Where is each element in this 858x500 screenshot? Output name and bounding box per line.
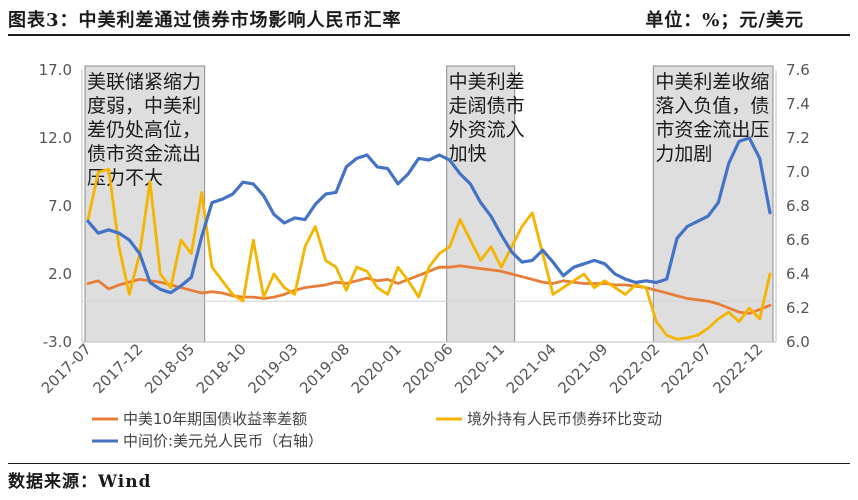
period-2-note-line: 外资流入	[449, 119, 525, 141]
series-lines	[86, 136, 772, 341]
x-tick: 2017-12	[89, 340, 146, 397]
right-y-tick: 7.0	[786, 163, 810, 181]
x-tick: 2021-04	[503, 340, 560, 397]
right-y-tick: 6.0	[786, 333, 810, 351]
figure-title: 图表3：中美利差通过债券市场影响人民币汇率	[8, 10, 402, 31]
x-tick: 2019-08	[296, 340, 353, 397]
shaded-period-1	[84, 65, 206, 343]
right-y-tick: 6.8	[786, 197, 810, 215]
unit-label: 单位：%；元/美元	[645, 10, 804, 31]
x-tick: 2018-10	[193, 340, 250, 397]
footer-rule	[8, 463, 850, 464]
legend-label-2: 境外持有人民币债券环比变动	[467, 410, 662, 428]
series-line-3	[86, 136, 772, 295]
period-1-note-line: 差仍处高位，	[87, 119, 201, 141]
x-tick: 2018-05	[141, 340, 198, 397]
right-y-tick: 7.2	[786, 129, 810, 147]
left-y-tick: 2.0	[48, 265, 72, 283]
x-tick-labels: 2017-072017-122018-052018-102019-032019-…	[38, 340, 767, 397]
right-y-tick: 6.2	[786, 299, 810, 317]
left-y-tick: 17.0	[39, 61, 72, 79]
left-y-tick: -3.0	[43, 333, 72, 351]
source-note: 数据来源：Wind	[8, 472, 152, 492]
period-3-note-line: 力加剧	[655, 143, 712, 165]
period-3-note-line: 中美利差收缩	[655, 71, 769, 93]
x-tick: 2022-02	[606, 340, 663, 397]
right-y-tick: 6.4	[786, 265, 810, 283]
legend-label-1: 中美10年期国债收益率差额	[123, 410, 307, 428]
period-2-note-line: 走阔债市	[449, 95, 525, 117]
left-y-tick: 12.0	[39, 129, 72, 147]
right-y-tick: 7.6	[786, 61, 810, 79]
period-3-note-line: 市资金流出压	[655, 119, 769, 141]
x-tick: 2020-01	[348, 340, 405, 397]
period-1-note-line: 压力不大	[87, 167, 163, 189]
period-2-note-line: 加快	[449, 143, 487, 165]
period-2-note-line: 中美利差	[449, 71, 525, 93]
x-tick: 2021-09	[554, 340, 611, 397]
legend-label-3: 中间价:美元兑人民币（右轴）	[123, 432, 323, 450]
period-1-note-line: 债市资金流出	[87, 143, 201, 165]
period-3-note-line: 落入负值，债	[655, 95, 769, 117]
x-tick: 2019-03	[244, 340, 301, 397]
left-y-tick-labels: 17.0 12.0 7.0 2.0 -3.0	[39, 61, 72, 351]
series-line-2	[86, 167, 772, 341]
x-tick: 2022-07	[658, 340, 715, 397]
header-rule	[8, 34, 850, 36]
period-1-note-line: 度弱，中美利	[87, 95, 201, 117]
period-1-note-line: 美联储紧缩力	[87, 71, 201, 93]
right-y-tick: 6.6	[786, 231, 810, 249]
left-y-tick: 7.0	[48, 197, 72, 215]
figure-header: 图表3：中美利差通过债券市场影响人民币汇率 单位：%；元/美元	[8, 4, 850, 32]
x-tick: 2020-06	[399, 340, 456, 397]
right-y-tick-labels: 7.6 7.4 7.2 7.0 6.8 6.6 6.4 6.2 6.0	[786, 61, 810, 351]
x-tick: 2020-11	[451, 340, 508, 397]
x-tick: 2022-12	[709, 340, 766, 397]
right-y-tick: 7.4	[786, 95, 810, 113]
